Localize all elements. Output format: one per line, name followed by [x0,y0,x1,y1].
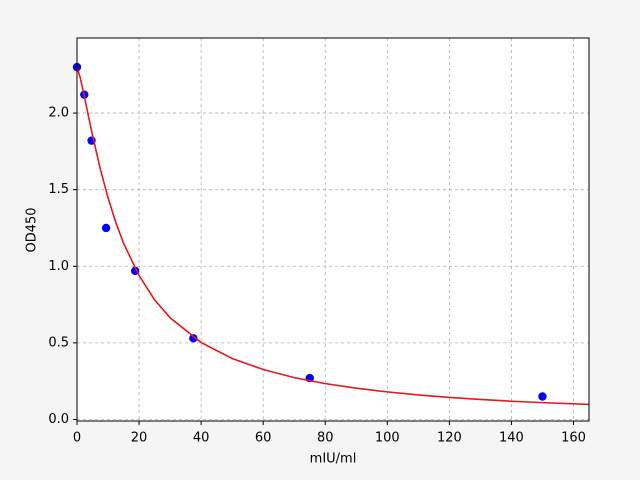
x-tick-label: 100 [375,431,400,446]
plot-frame [76,37,590,422]
plot-area [77,38,589,421]
x-tick-label: 120 [437,431,462,446]
y-axis-label: OD450 [25,207,40,252]
x-axis-label: mIU/ml [310,452,357,467]
fit-curve [76,66,590,406]
x-tick-label: 160 [561,431,586,446]
data-point [538,392,547,401]
y-tick-label: 1.0 [48,259,69,274]
y-tick-label: 1.5 [48,182,69,197]
x-tick-label: 0 [73,431,81,446]
x-tick-label: 40 [193,431,210,446]
x-tick-label: 20 [131,431,148,446]
x-tick-label: 140 [499,431,524,446]
x-tick-label: 80 [317,431,334,446]
y-tick-label: 0.5 [48,335,69,350]
data-point [101,223,111,233]
x-tick-label: 60 [255,431,272,446]
y-tick-label: 2.0 [48,106,69,121]
y-tick-label: 0.0 [48,412,69,427]
data-point [189,334,198,343]
